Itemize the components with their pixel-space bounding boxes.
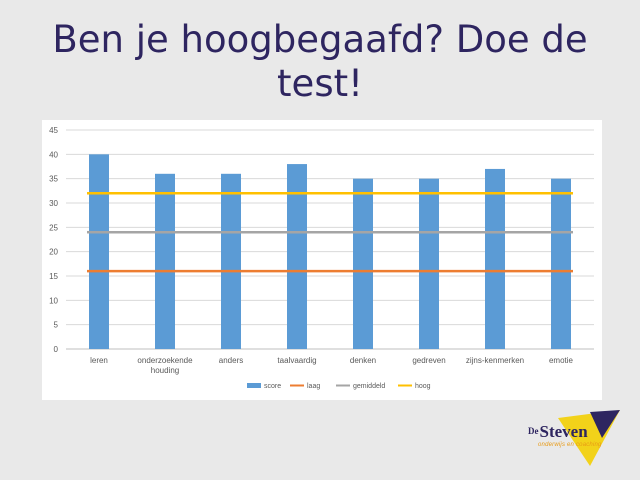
y-tick-label: 15 <box>49 272 58 281</box>
y-tick-label: 25 <box>49 223 58 232</box>
x-tick-label: gedreven <box>412 356 445 365</box>
bar-score <box>353 178 373 349</box>
y-tick-label: 0 <box>54 345 59 354</box>
x-tick-label: leren <box>90 356 108 365</box>
y-tick-label: 45 <box>49 126 58 135</box>
logo-triangle-icon <box>558 410 620 466</box>
y-tick-label: 40 <box>49 150 58 159</box>
logo-prefix: De <box>528 426 539 436</box>
x-tick-label: anders <box>219 356 243 365</box>
bar-score <box>89 154 109 349</box>
y-tick-label: 20 <box>49 248 58 257</box>
bar-score <box>221 173 241 349</box>
slide-title-line-1: Ben je hoogbegaafd? Doe de <box>52 18 588 61</box>
legend-label-laag: laag <box>307 383 320 390</box>
bar-score <box>419 178 439 349</box>
slide-title: Ben je hoogbegaafd? Doe de test! <box>40 18 600 106</box>
legend-swatch-score <box>247 383 261 388</box>
legend-label-hoog: hoog <box>415 383 431 390</box>
x-tick-label: houding <box>151 366 179 375</box>
y-tick-label: 35 <box>49 175 58 184</box>
y-tick-label: 10 <box>49 296 58 305</box>
x-tick-label: denken <box>350 356 376 365</box>
logo-tagline: onderwijs en coaching <box>538 442 602 448</box>
bar-score <box>155 173 175 349</box>
x-tick-label: zijns-kenmerken <box>466 356 524 365</box>
y-tick-label: 30 <box>49 199 58 208</box>
slide-title-line-2: test! <box>277 62 363 105</box>
logo-name: Steven <box>539 422 588 441</box>
bar-score <box>485 168 505 349</box>
legend-label-gemiddeld: gemiddeld <box>353 383 385 390</box>
x-tick-label: taalvaardig <box>277 356 316 365</box>
legend-label-score: score <box>264 383 281 390</box>
score-chart: 0 5 10 15 20 25 30 35 40 45 leren onderzoekendehoud… <box>49 126 594 390</box>
de-steven-logo: DeSteven onderwijs en coaching <box>528 408 624 470</box>
x-tick-label: onderzoekende <box>137 356 193 365</box>
bar-score <box>287 164 307 349</box>
x-tick-label: emotie <box>549 356 574 365</box>
bar-score <box>551 178 571 349</box>
chart-panel: 0 5 10 15 20 25 30 35 40 45 leren onderzoekende houd… <box>42 120 602 400</box>
y-tick-label: 5 <box>54 321 59 330</box>
